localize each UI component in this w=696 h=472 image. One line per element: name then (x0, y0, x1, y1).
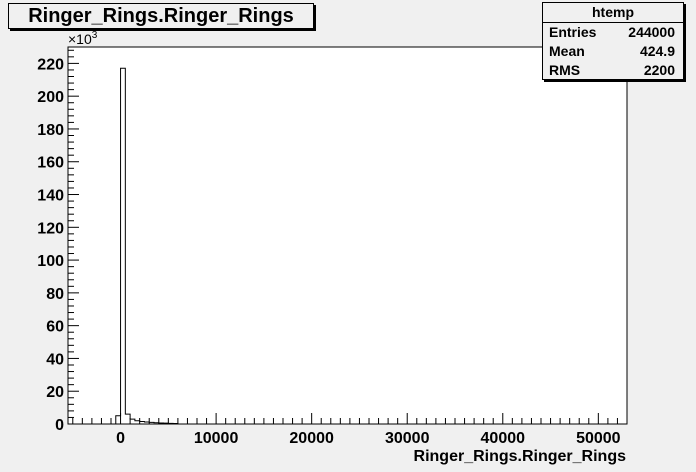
y-tick-label: 180 (37, 122, 64, 139)
x-tick-label: 20000 (289, 430, 334, 447)
x-tick-label: 40000 (481, 430, 526, 447)
stats-value: 244000 (628, 24, 675, 40)
y-tick-label: 20 (46, 384, 64, 401)
chart-title: Ringer_Rings.Ringer_Rings (8, 3, 314, 29)
stats-row-mean: Mean 424.9 (543, 42, 683, 61)
stats-box: htemp Entries 244000 Mean 424.9 RMS 2200 (542, 2, 684, 80)
stats-title: htemp (543, 3, 683, 23)
x-tick-label: 0 (116, 430, 125, 447)
stats-value: 424.9 (639, 43, 675, 59)
y-tick-label: 220 (37, 56, 64, 73)
y-tick-label: 0 (55, 417, 64, 434)
x-tick-label: 10000 (194, 430, 239, 447)
stats-row-entries: Entries 244000 (543, 23, 683, 42)
x-tick-label: 50000 (576, 430, 621, 447)
y-tick-label: 80 (46, 286, 64, 303)
x-axis: 0 10000 20000 30000 40000 50000 (72, 413, 628, 447)
y-axis: 0 20 40 60 80 100 120 140 160 180 200 220 (37, 49, 79, 434)
x-tick-label: 30000 (385, 430, 430, 447)
y-tick-label: 100 (37, 253, 64, 270)
stats-label: RMS (549, 62, 581, 78)
stats-label: Entries (549, 24, 597, 40)
y-tick-label: 120 (37, 220, 64, 237)
y-tick-label: 200 (37, 89, 64, 106)
y-tick-label: 40 (46, 351, 64, 368)
x-axis-label: Ringer_Rings.Ringer_Rings (414, 448, 627, 465)
histogram-bars (115, 67, 179, 425)
histogram-outline (115, 67, 179, 425)
y-multiplier: ×103 (68, 30, 98, 47)
y-tick-label: 160 (37, 155, 64, 172)
y-tick-label: 60 (46, 319, 64, 336)
plot-frame (67, 46, 628, 425)
y-tick-label: 140 (37, 188, 64, 205)
stats-label: Mean (549, 43, 585, 59)
stats-value: 2200 (643, 62, 675, 78)
stats-row-rms: RMS 2200 (543, 61, 683, 80)
